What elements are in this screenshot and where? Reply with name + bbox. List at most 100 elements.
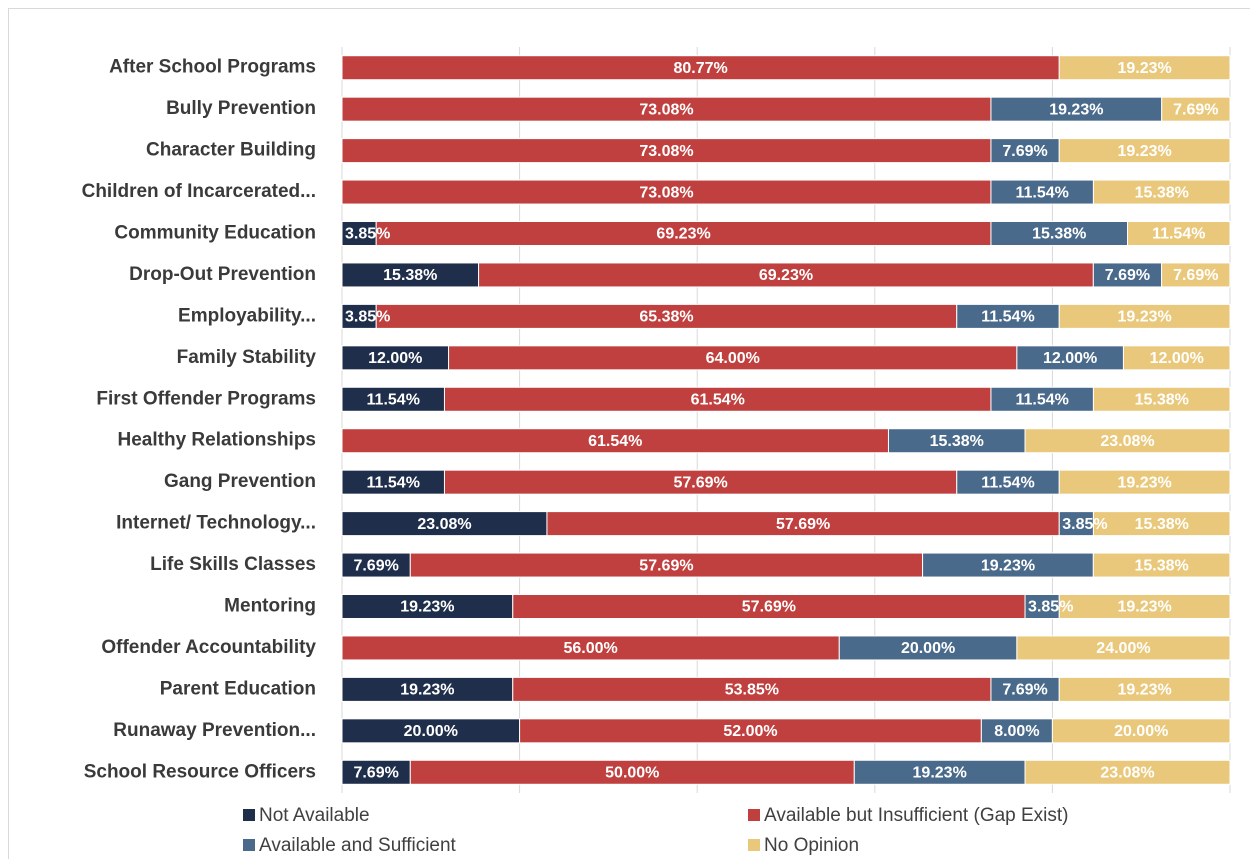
data-label: 7.69% [1173, 101, 1218, 118]
bar-segment [341, 262, 480, 288]
data-label: 57.69% [742, 599, 796, 616]
data-label: 3.85% [1062, 516, 1107, 533]
bar-segment [1058, 594, 1231, 619]
data-label: 15.38% [1134, 557, 1188, 574]
bar-segment [1024, 759, 1231, 785]
bar-segment [341, 635, 840, 661]
category-label: Offender Accountability [101, 637, 316, 658]
bar-segment [341, 552, 411, 578]
data-label: 19.23% [1049, 101, 1103, 118]
category-label: Children of Incarcerated... [82, 181, 316, 202]
bar-segment [512, 676, 992, 702]
data-label: 61.54% [691, 391, 745, 408]
data-label: 80.77% [673, 60, 727, 77]
data-label: 19.23% [1117, 143, 1171, 160]
data-label: 19.23% [913, 764, 967, 781]
bar-segment [990, 179, 1094, 205]
bar-segment [1058, 511, 1094, 537]
bar-segment [1058, 303, 1231, 329]
bar-segment [341, 676, 514, 702]
bar-segment [1058, 55, 1231, 81]
bar-segment [341, 759, 411, 785]
bar-segment [341, 428, 889, 454]
data-label: 7.69% [1002, 143, 1047, 160]
bar-segment [546, 511, 1060, 537]
data-label: 23.08% [417, 516, 471, 533]
bar-segment [1051, 718, 1231, 744]
data-label: 57.69% [776, 516, 830, 533]
bar-segment [1058, 138, 1231, 164]
data-label: 7.69% [353, 557, 398, 574]
data-label: 12.00% [1043, 350, 1097, 367]
data-label: 57.69% [673, 474, 727, 491]
data-label: 23.08% [1100, 764, 1154, 781]
bar-segment [341, 303, 377, 329]
legend-swatch [748, 809, 760, 821]
data-label: 7.69% [1105, 267, 1150, 284]
data-label: 57.69% [639, 557, 693, 574]
data-label: 11.54% [367, 391, 420, 408]
data-label: 20.00% [1114, 723, 1168, 740]
bar-segment [409, 552, 924, 578]
bar-segment [1092, 179, 1231, 205]
data-label: 73.08% [639, 184, 693, 201]
data-label: 15.38% [1135, 516, 1189, 533]
bar-segment [990, 138, 1060, 164]
bar-segment [1122, 345, 1231, 371]
category-label: Employability... [178, 305, 316, 326]
category-label: Community Education [114, 223, 316, 244]
data-label: 7.69% [1002, 682, 1047, 699]
legend-swatch [243, 809, 255, 821]
bar-segment [341, 594, 514, 619]
bar-segment [1092, 511, 1231, 537]
bar-segment [990, 676, 1060, 702]
data-label: 20.00% [901, 640, 955, 657]
bar-segment [341, 511, 548, 537]
bar-segment [838, 635, 1018, 661]
bar-segment [990, 386, 1094, 412]
category-label: School Resource Officers [84, 761, 316, 782]
data-label: 53.85% [725, 682, 779, 699]
data-label: 11.54% [1015, 391, 1068, 408]
data-label: 56.00% [564, 640, 618, 657]
bar-segment [341, 718, 521, 744]
bar-segment [375, 221, 992, 246]
data-label: 11.54% [367, 474, 420, 491]
bar-segment [443, 469, 958, 495]
bar-segment [1092, 386, 1231, 412]
category-label: Parent Education [160, 678, 316, 699]
data-label: 7.69% [1173, 267, 1218, 284]
bar-segment [341, 469, 445, 495]
bar-segment [1058, 676, 1231, 702]
data-label: 11.54% [1015, 184, 1068, 201]
data-label: 73.08% [639, 143, 693, 160]
bar-segment [341, 138, 992, 164]
bar-segment [409, 759, 855, 785]
data-label: 19.23% [1117, 60, 1171, 77]
data-label: 19.23% [1117, 309, 1171, 326]
data-label: 50.00% [605, 764, 659, 781]
data-label: 11.54% [1152, 226, 1205, 243]
data-label: 7.69% [353, 764, 398, 781]
data-label: 15.38% [1135, 184, 1189, 201]
data-label: 19.23% [1117, 599, 1171, 616]
legend-swatch [243, 839, 255, 851]
bar-segment [375, 303, 958, 329]
legend-swatch [748, 839, 760, 851]
data-label: 61.54% [588, 433, 642, 450]
category-label: Runaway Prevention... [113, 720, 316, 741]
bar-segment [1127, 221, 1231, 246]
data-label: 73.08% [639, 101, 693, 118]
bar-segment [519, 718, 982, 744]
bar-segment [887, 428, 1026, 454]
category-label: Life Skills Classes [150, 554, 316, 575]
category-label: Mentoring [224, 596, 316, 617]
chart-frame [8, 8, 1250, 859]
bar-segment [341, 221, 377, 246]
data-label: 65.38% [639, 309, 693, 326]
category-label: Healthy Relationships [118, 430, 317, 451]
bar-segment [853, 759, 1026, 785]
bar-segment [1024, 428, 1231, 454]
category-label: Gang Prevention [164, 471, 316, 492]
data-label: 15.38% [930, 433, 984, 450]
